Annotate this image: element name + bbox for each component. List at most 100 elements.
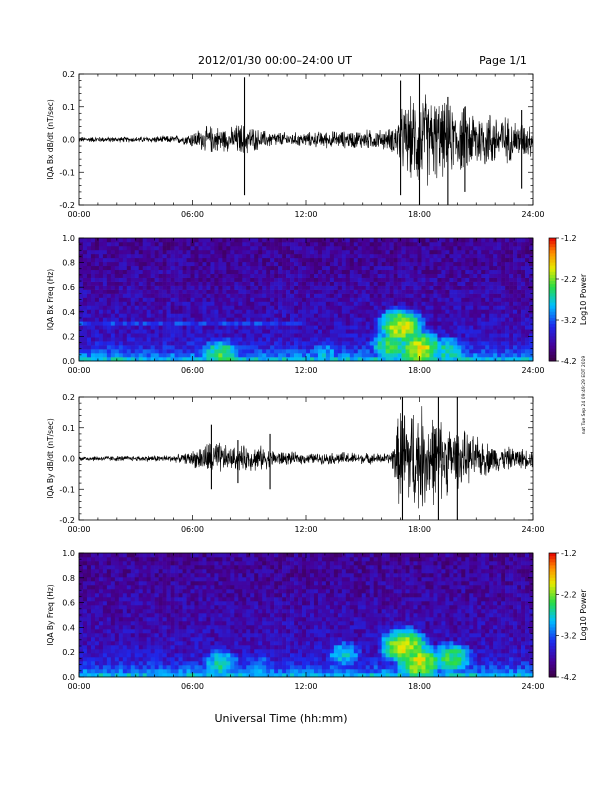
spectrogram-cell <box>473 349 478 354</box>
spectrogram-cell <box>186 577 191 582</box>
spectrogram-cell <box>82 321 88 326</box>
spectrogram-cell <box>138 269 144 275</box>
spectrogram-cell <box>385 241 390 247</box>
spectrogram-cell <box>82 609 88 614</box>
spectrogram-cell <box>170 253 175 259</box>
spectrogram-cell <box>186 269 191 275</box>
spectrogram-cell <box>86 265 92 271</box>
spectrogram-cell <box>481 305 486 310</box>
spectrogram-cell <box>489 285 494 290</box>
spectrogram-cell <box>525 309 530 314</box>
spectrogram-cell <box>373 337 378 342</box>
spectrogram-cell <box>234 345 239 350</box>
spectrogram-cell <box>401 349 406 354</box>
spectrogram-cell <box>182 261 187 267</box>
spectrogram-cell <box>457 257 462 263</box>
spectrogram-cell <box>130 293 136 298</box>
spectrogram-cell <box>94 317 100 322</box>
spectrogram-cell <box>114 609 120 614</box>
spectrogram-cell <box>381 249 386 255</box>
spectrogram-cell <box>138 345 144 350</box>
spectrogram-cell <box>421 273 426 278</box>
spectrogram-cell <box>393 273 398 278</box>
spectrogram-cell <box>90 605 96 610</box>
spectrogram-cell <box>194 253 199 259</box>
spectrogram-cell <box>126 301 132 306</box>
spectrogram-cell <box>162 581 167 586</box>
spectrogram-cell <box>298 345 303 350</box>
spectrogram-cell <box>242 265 247 271</box>
spectrogram-cell <box>246 349 251 354</box>
spectrogram-cell <box>349 265 355 271</box>
spectrogram-cell <box>433 297 438 302</box>
colorbar-segment <box>549 277 556 282</box>
spectrogram-cell <box>166 245 171 251</box>
spectrogram-cell <box>114 565 120 570</box>
spectrogram-cell <box>321 317 327 322</box>
x-tick-label: 24:00 <box>521 366 544 375</box>
spectrogram-cell <box>146 561 151 566</box>
spectrogram-cell <box>90 301 96 306</box>
spectrogram-cell <box>162 569 167 574</box>
spectrogram-cell <box>477 245 482 251</box>
spectrogram-cell <box>361 277 367 282</box>
spectrogram-cell <box>294 261 299 267</box>
spectrogram-cell <box>86 641 92 646</box>
spectrogram-cell <box>270 353 275 358</box>
spectrogram-cell <box>337 269 343 275</box>
spectrogram-cell <box>497 297 502 302</box>
spectrogram-cell <box>174 345 179 350</box>
spectrogram-cell <box>86 609 92 614</box>
spectrogram-cell <box>98 329 104 334</box>
spectrogram-cell <box>433 277 438 282</box>
spectrogram-cell <box>481 349 486 354</box>
spectrogram-cell <box>501 341 506 346</box>
spectrogram-cell <box>353 329 359 334</box>
spectrogram-cell <box>190 261 195 267</box>
spectrogram-cell <box>413 353 418 358</box>
spectrogram-cell <box>130 269 136 275</box>
spectrogram-cell <box>134 289 140 294</box>
spectrogram-cell <box>226 317 231 322</box>
spectrogram-cell <box>106 649 112 654</box>
spectrogram-cell <box>206 277 211 282</box>
spectrogram-cell <box>110 657 116 662</box>
spectrogram-cell <box>98 269 104 275</box>
spectrogram-cell <box>477 285 482 290</box>
spectrogram-cell <box>114 665 120 670</box>
spectrogram-cell <box>126 641 132 646</box>
spectrogram-cell <box>349 353 355 358</box>
spectrogram-cell <box>210 245 215 251</box>
spectrogram-cell <box>79 329 84 334</box>
spectrogram-cell <box>174 265 179 271</box>
spectrogram-cell <box>86 293 92 298</box>
spectrogram-cell <box>206 621 211 626</box>
spectrogram-cell <box>126 589 132 594</box>
spectrogram-cell <box>329 257 335 263</box>
spectrogram-cell <box>158 238 163 243</box>
spectrogram-cell <box>282 261 287 267</box>
spectrogram-cell <box>210 317 215 322</box>
spectrogram-cell <box>425 269 430 275</box>
spectrogram-cell <box>481 269 486 275</box>
spectrogram-cell <box>501 289 506 294</box>
x-tick-label: 24:00 <box>521 525 544 534</box>
spectrogram-cell <box>79 621 84 626</box>
spectrogram-cell <box>134 589 140 594</box>
spectrogram-cell <box>98 337 104 342</box>
spectrogram-cell <box>230 345 235 350</box>
spectrogram-cell <box>202 317 207 322</box>
spectrogram-cell <box>186 661 191 666</box>
spectrogram-cell <box>206 329 211 334</box>
spectrogram-cell <box>349 238 355 243</box>
spectrogram-cell <box>142 561 147 566</box>
spectrogram-cell <box>82 253 88 259</box>
spectrogram-cell <box>94 617 100 622</box>
spectrogram-cell <box>242 337 247 342</box>
spectrogram-cell <box>325 321 331 326</box>
spectrogram-cell <box>138 325 144 330</box>
spectrogram-cell <box>194 641 199 646</box>
spectrogram-cell <box>146 305 151 310</box>
spectrogram-cell <box>210 241 215 247</box>
spectrogram-cell <box>501 253 506 259</box>
